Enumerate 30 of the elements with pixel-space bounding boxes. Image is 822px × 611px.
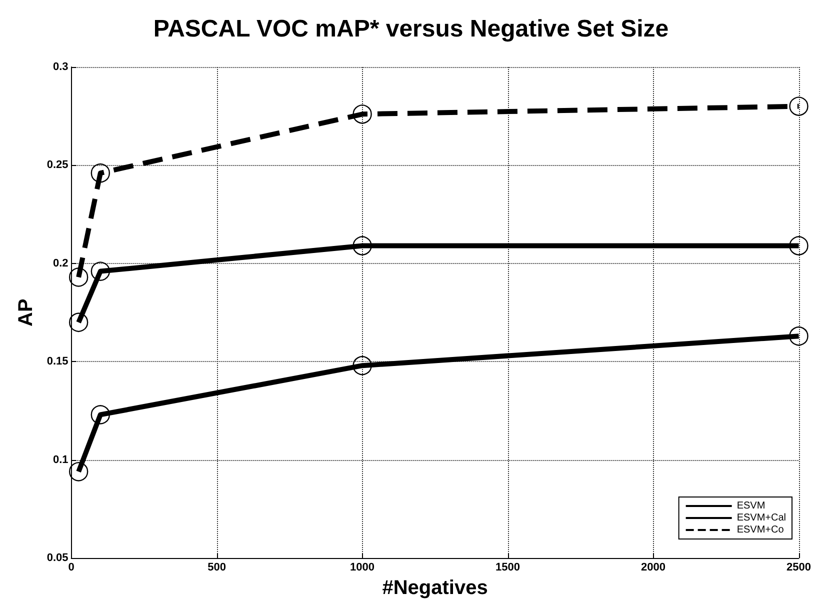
point — [352, 356, 372, 376]
point — [90, 262, 110, 281]
y-tick-label: 0.3 — [53, 61, 68, 73]
y-tick-label: 0.15 — [46, 356, 68, 368]
point — [69, 462, 88, 482]
x-axis-title: #Negatives — [382, 577, 488, 599]
point — [789, 96, 808, 116]
x-tick-label: 2500 — [786, 562, 812, 574]
x-tick-label: 2000 — [641, 562, 666, 574]
legend-label: ESVM — [736, 500, 766, 512]
point — [90, 163, 110, 183]
point — [69, 312, 88, 332]
point — [90, 405, 110, 424]
point — [789, 236, 808, 256]
chart-title: PASCAL VOC mAP* versus Negative Set Size — [153, 16, 669, 42]
point — [789, 326, 808, 346]
x-tick-label: 0 — [68, 562, 74, 574]
x-tick-label: 500 — [208, 562, 226, 574]
y-axis-title: AP — [15, 298, 37, 326]
legend-label: ESVM+Cal — [736, 512, 786, 524]
y-tick-label: 0.25 — [46, 159, 68, 172]
y-tick-label: 0.1 — [53, 454, 68, 466]
point — [69, 268, 88, 287]
legend-label: ESVM+Co — [736, 524, 784, 536]
point — [352, 104, 372, 124]
point — [352, 236, 372, 256]
x-tick-label: 1500 — [496, 562, 520, 574]
x-tick-label: 1000 — [350, 562, 375, 574]
y-tick-label: 0.2 — [53, 257, 68, 270]
y-tick-label: 0.05 — [46, 552, 68, 564]
